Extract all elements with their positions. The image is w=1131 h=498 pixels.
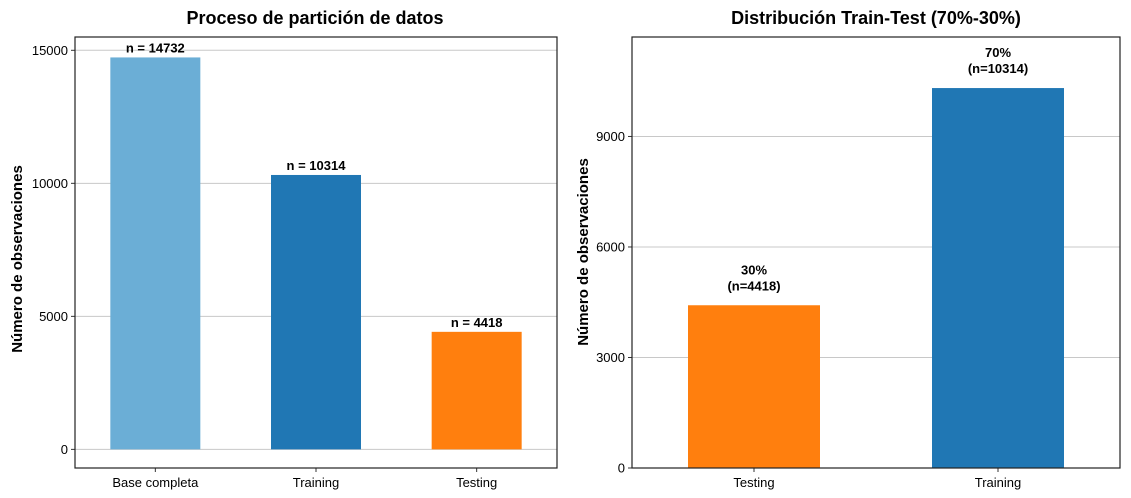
chart-title: Proceso de partición de datos [186,8,443,28]
chart-partition-process: Proceso de partición de datos Número de … [9,8,558,490]
y-tick-label: 3000 [596,350,625,365]
x-tick-label: Training [293,475,339,490]
x-tick-label: Testing [733,475,774,490]
x-tick-label: Testing [456,475,497,490]
x-tick-label: Training [975,475,1021,490]
plot-border [74,36,558,469]
plot-border [631,36,1121,469]
bar [688,305,820,468]
y-axis-label: Número de observaciones [575,158,592,346]
y-axis-label: Número de observaciones [9,165,26,353]
y-tick-label: 10000 [32,176,68,191]
bar [932,88,1064,469]
data-label: (n=10314) [968,61,1028,76]
data-label: n = 14732 [126,40,185,55]
data-label: n = 4418 [451,315,503,330]
bar [271,174,361,450]
chart-train-test-distribution: Distribución Train-Test (70%-30%) Número… [575,8,1121,490]
y-tick-label: 15000 [32,43,68,58]
data-label: (n=4418) [727,278,780,293]
data-label: 30% [741,262,767,277]
y-tick-label: 9000 [596,129,625,144]
bar [431,331,522,450]
x-tick-label: Base completa [112,475,199,490]
y-tick-label: 0 [618,461,625,476]
data-label: n = 10314 [287,158,347,173]
data-label: 70% [985,45,1011,60]
bar [110,57,201,450]
y-tick-label: 0 [61,442,68,457]
y-tick-label: 6000 [596,239,625,254]
y-tick-label: 5000 [39,309,68,324]
chart-title: Distribución Train-Test (70%-30%) [731,8,1021,28]
